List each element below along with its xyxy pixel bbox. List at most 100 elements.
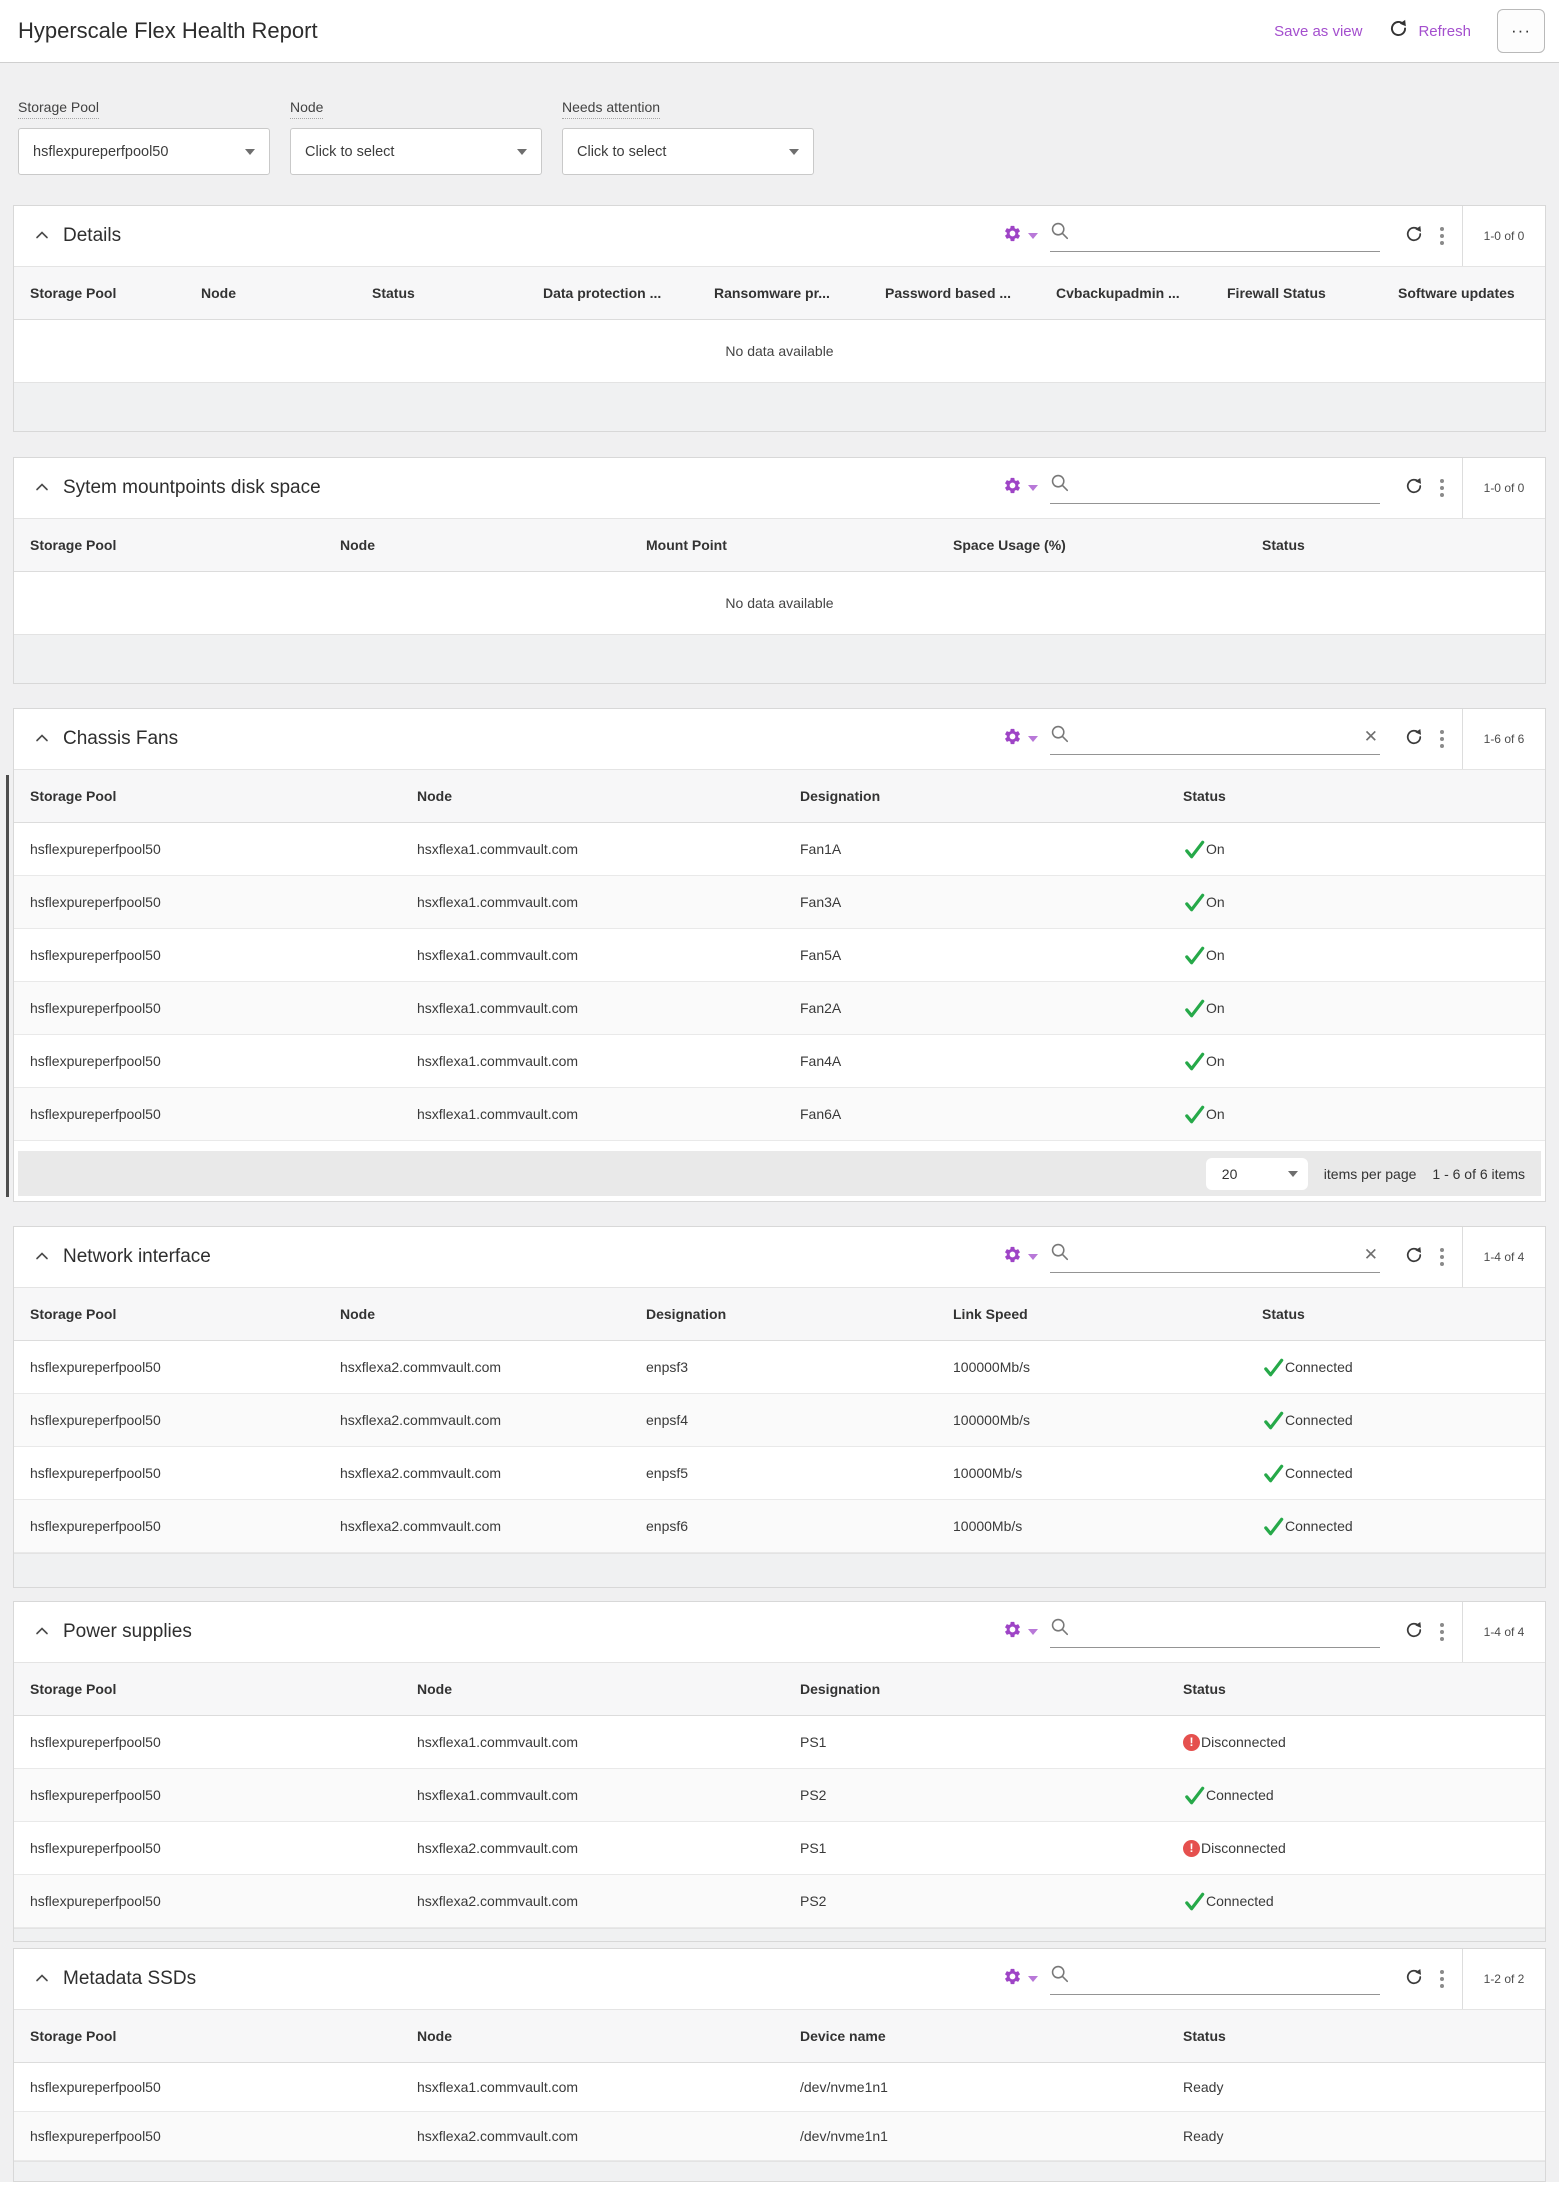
- circular-arrow-icon: [1404, 476, 1424, 501]
- column-header[interactable]: Data protection ...: [543, 285, 662, 301]
- clear-search-button[interactable]: ✕: [1363, 726, 1378, 746]
- circular-arrow-icon: [1404, 727, 1424, 752]
- column-header[interactable]: Designation: [800, 788, 881, 804]
- magnifier-icon: [1050, 1964, 1070, 1989]
- table-header-row: Storage Pool Node Designation Link Speed Sta…: [14, 1287, 1545, 1341]
- kebab-menu-button[interactable]: [1440, 1248, 1444, 1266]
- column-header[interactable]: Node: [417, 788, 452, 804]
- kebab-menu-button[interactable]: [1440, 1623, 1444, 1641]
- collapse-section-button[interactable]: [31, 225, 53, 247]
- table-refresh-button[interactable]: [1404, 1245, 1424, 1270]
- empty-footer: [14, 1553, 1545, 1587]
- table-row: hsflexpureperfpool50 hsxflexa1.commvault.…: [14, 1769, 1545, 1822]
- table-cell: hsxflexa1.commvault.com: [417, 1000, 579, 1016]
- section-title: Metadata SSDs: [63, 1968, 197, 1989]
- column-header[interactable]: Cvbackupadmin ...: [1056, 285, 1180, 301]
- row-count: 1-6 of 6: [1462, 709, 1545, 769]
- table-refresh-button[interactable]: [1404, 224, 1424, 249]
- page-size-value: 20: [1221, 1165, 1238, 1182]
- column-header[interactable]: Storage Pool: [30, 788, 117, 804]
- column-header[interactable]: Node: [340, 537, 375, 553]
- column-header[interactable]: Storage Pool: [30, 2028, 117, 2044]
- chevron-down-icon: [1028, 1976, 1038, 1982]
- save-as-view-button[interactable]: Save as view: [1274, 22, 1363, 40]
- column-header[interactable]: Space Usage (%): [953, 537, 1066, 553]
- search-input[interactable]: [1075, 724, 1357, 748]
- column-header[interactable]: Node: [201, 285, 236, 301]
- page-refresh-button[interactable]: Refresh: [1388, 18, 1471, 44]
- table-refresh-button[interactable]: [1404, 1967, 1424, 1992]
- green-check-icon: [1185, 1892, 1205, 1910]
- table-refresh-button[interactable]: [1404, 1620, 1424, 1645]
- column-header[interactable]: Ransomware pr...: [714, 285, 830, 301]
- table-settings-button[interactable]: [1003, 476, 1038, 500]
- table-settings-button[interactable]: [1003, 224, 1038, 248]
- chevron-up-icon: [35, 1248, 49, 1266]
- table-settings-button[interactable]: [1003, 1245, 1038, 1269]
- status-cell: Connected: [1262, 1356, 1529, 1379]
- column-header[interactable]: Storage Pool: [30, 285, 117, 301]
- storage-pool-select[interactable]: hsflexpureperfpool50: [18, 128, 270, 175]
- column-header[interactable]: Device name: [800, 2028, 886, 2044]
- collapse-section-button[interactable]: [31, 477, 53, 499]
- collapse-section-button[interactable]: [31, 1621, 53, 1643]
- column-header[interactable]: Node: [417, 1681, 452, 1697]
- search-input[interactable]: [1075, 221, 1380, 245]
- column-header[interactable]: Status: [1183, 788, 1226, 804]
- kebab-menu-button[interactable]: [1440, 479, 1444, 497]
- collapse-section-button[interactable]: [31, 1968, 53, 1990]
- search-input[interactable]: [1075, 1242, 1357, 1266]
- collapse-section-button[interactable]: [31, 1246, 53, 1268]
- filter-needs-attention: Needs attention Click to select: [562, 99, 814, 175]
- table-cell: hsxflexa2.commvault.com: [417, 1840, 579, 1856]
- table-cell: hsflexpureperfpool50: [30, 841, 161, 857]
- table-refresh-button[interactable]: [1404, 476, 1424, 501]
- page-size-select[interactable]: 20: [1205, 1157, 1308, 1190]
- column-header[interactable]: Storage Pool: [30, 1306, 117, 1322]
- column-header[interactable]: Status: [1262, 537, 1305, 553]
- table-cell: 100000Mb/s: [953, 1412, 1031, 1428]
- row-count: 1-0 of 0: [1462, 458, 1545, 518]
- column-header[interactable]: Status: [1183, 2028, 1226, 2044]
- column-header[interactable]: Status: [1183, 1681, 1226, 1697]
- needs-attention-select[interactable]: Click to select: [562, 128, 814, 175]
- table-settings-button[interactable]: [1003, 1620, 1038, 1644]
- search-input[interactable]: [1075, 1617, 1380, 1641]
- kebab-menu-button[interactable]: [1440, 730, 1444, 748]
- circular-arrow-icon: [1404, 1967, 1424, 1992]
- more-actions-button[interactable]: ···: [1497, 9, 1545, 53]
- table-cell: hsflexpureperfpool50: [30, 1518, 161, 1534]
- column-header[interactable]: Designation: [646, 1306, 727, 1322]
- column-header[interactable]: Link Speed: [953, 1306, 1028, 1322]
- column-header[interactable]: Firewall Status: [1227, 285, 1326, 301]
- column-header[interactable]: Designation: [800, 1681, 881, 1697]
- chevron-down-icon: [789, 148, 799, 155]
- collapse-section-button[interactable]: [31, 728, 53, 750]
- table-cell: hsflexpureperfpool50: [30, 1840, 161, 1856]
- gear-icon: [1003, 476, 1022, 500]
- column-header[interactable]: Status: [1262, 1306, 1305, 1322]
- column-header[interactable]: Storage Pool: [30, 537, 117, 553]
- search-input[interactable]: [1075, 1964, 1380, 1988]
- table-settings-button[interactable]: [1003, 727, 1038, 751]
- column-header[interactable]: Software updates: [1398, 285, 1515, 301]
- table-cell: PS2: [800, 1893, 827, 1909]
- column-header[interactable]: Storage Pool: [30, 1681, 117, 1697]
- search-input[interactable]: [1075, 473, 1380, 497]
- kebab-menu-button[interactable]: [1440, 1970, 1444, 1988]
- table-cell: PS1: [800, 1734, 827, 1750]
- chevron-up-icon: [35, 1623, 49, 1641]
- table-settings-button[interactable]: [1003, 1967, 1038, 1991]
- column-header[interactable]: Node: [417, 2028, 452, 2044]
- kebab-menu-button[interactable]: [1440, 227, 1444, 245]
- table-row: hsflexpureperfpool50 hsxflexa1.commvault.…: [14, 1088, 1545, 1141]
- status-cell: On: [1183, 997, 1529, 1020]
- column-header[interactable]: Password based ...: [885, 285, 1012, 301]
- table-refresh-button[interactable]: [1404, 727, 1424, 752]
- column-header[interactable]: Mount Point: [646, 537, 727, 553]
- column-header[interactable]: Node: [340, 1306, 375, 1322]
- column-header[interactable]: Status: [372, 285, 415, 301]
- chevron-down-icon: [517, 148, 527, 155]
- node-select[interactable]: Click to select: [290, 128, 542, 175]
- clear-search-button[interactable]: ✕: [1363, 1244, 1378, 1264]
